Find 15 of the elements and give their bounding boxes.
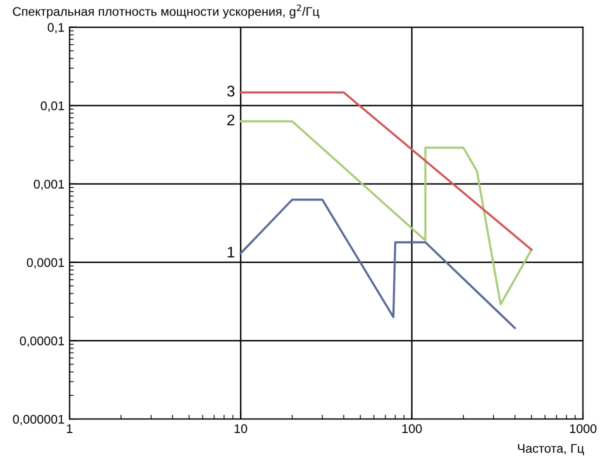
x-tick-label: 10 — [234, 424, 248, 434]
series-label: 3 — [227, 86, 234, 97]
series-label: 1 — [228, 246, 234, 258]
y-axis-title: Спектральная плотность мощности ускорения, g$^{2}$/Гц — [12, 4, 320, 18]
y-tick-label: 0,00001 — [20, 336, 64, 347]
y-tick-label: 0,0001 — [26, 258, 64, 268]
x-tick-label: 1 — [66, 424, 72, 433]
y-tick-label: 0,001 — [34, 180, 64, 190]
series-label: 2 — [227, 114, 234, 126]
x-tick-label: 1000 — [570, 424, 596, 434]
y-tick-label: 0,01 — [40, 101, 64, 112]
y-tick-label: 0,1 — [48, 23, 64, 34]
x-axis-title: Частота, Гц — [518, 444, 584, 456]
y-tick-label: 0,000001 — [12, 414, 64, 426]
x-tick-label: 100 — [402, 424, 422, 434]
